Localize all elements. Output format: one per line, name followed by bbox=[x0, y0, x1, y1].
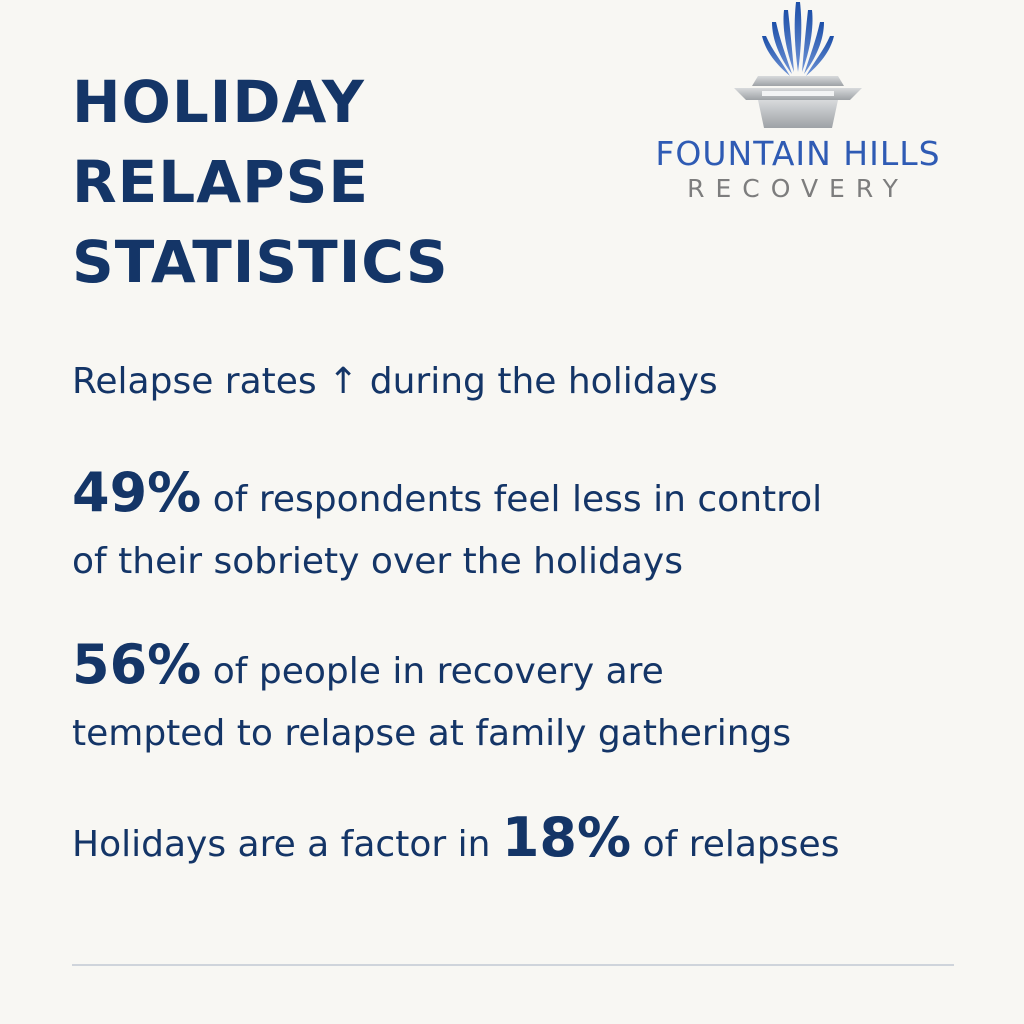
stat-text: of people in recovery are bbox=[201, 651, 664, 692]
stat-49-percent: 49% of respondents feel less in control o… bbox=[72, 462, 822, 593]
title-line: HOLIDAY bbox=[72, 68, 365, 136]
stat-56-percent: 56% of people in recovery are tempted to … bbox=[72, 634, 791, 765]
stat-text: tempted to relapse at family gatherings bbox=[72, 713, 792, 754]
stat-text: Holidays are a factor in bbox=[72, 824, 502, 865]
stat-value: 18% bbox=[501, 806, 632, 869]
footer-divider bbox=[72, 964, 954, 966]
fountain-icon bbox=[734, 2, 862, 128]
arrow-up-icon: ↑ bbox=[328, 361, 359, 402]
brand-logo: FOUNTAIN HILLS RECOVERY bbox=[612, 0, 984, 210]
stat-relapse-rates: Relapse rates ↑ during the holidays bbox=[72, 358, 718, 406]
stat-text: Relapse rates bbox=[72, 361, 329, 402]
stat-text: of their sobriety over the holidays bbox=[72, 541, 683, 582]
stat-value: 56% bbox=[72, 633, 202, 696]
title-line: STATISTICS bbox=[72, 228, 449, 296]
logo-subtitle: RECOVERY bbox=[687, 174, 909, 203]
title-line: RELAPSE bbox=[72, 148, 370, 216]
stat-text: during the holidays bbox=[358, 361, 718, 402]
stat-18-percent: Holidays are a factor in 18% of relapses bbox=[72, 806, 839, 877]
stat-text: of respondents feel less in control bbox=[201, 479, 823, 520]
logo-name: FOUNTAIN HILLS bbox=[655, 134, 941, 173]
page-title: HOLIDAY RELAPSE STATISTICS bbox=[72, 62, 449, 302]
stat-text: of relapses bbox=[631, 824, 840, 865]
stat-value: 49% bbox=[72, 461, 202, 524]
